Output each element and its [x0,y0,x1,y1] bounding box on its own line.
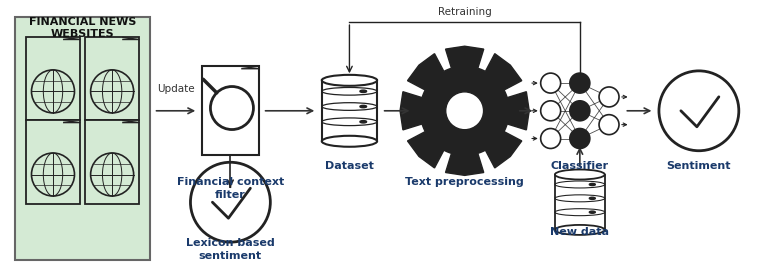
Ellipse shape [541,73,561,93]
Circle shape [360,90,366,93]
Ellipse shape [541,129,561,148]
Text: Retraining: Retraining [438,7,492,17]
Ellipse shape [599,115,619,135]
Bar [201,66,260,155]
Text: Financial context
filter: Financial context filter [177,177,284,200]
Ellipse shape [322,75,377,86]
Circle shape [589,197,595,199]
Circle shape [589,211,595,213]
Text: FINANCIAL NEWS
WEBSITES: FINANCIAL NEWS WEBSITES [29,17,136,39]
Ellipse shape [322,136,377,147]
Ellipse shape [554,225,605,235]
Text: New data: New data [551,227,609,237]
Circle shape [360,120,366,123]
Bar [85,37,139,120]
Ellipse shape [541,101,561,121]
FancyBboxPatch shape [15,17,150,260]
Bar [85,120,139,204]
Text: Lexicon based
sentiment: Lexicon based sentiment [186,238,275,261]
Text: Dataset: Dataset [325,161,374,171]
Bar [26,120,80,204]
Ellipse shape [570,73,590,93]
Bar [26,37,80,120]
Ellipse shape [570,129,590,148]
Text: Text preprocessing: Text preprocessing [406,177,524,187]
Text: Update: Update [157,84,194,94]
Circle shape [360,105,366,108]
Circle shape [589,183,595,186]
Text: Sentiment: Sentiment [667,161,731,171]
Polygon shape [400,46,529,175]
Text: Classifier: Classifier [551,161,609,171]
Bar [554,175,605,230]
Bar [322,80,377,141]
Ellipse shape [599,87,619,107]
Ellipse shape [445,92,484,130]
Ellipse shape [570,101,590,121]
Ellipse shape [554,170,605,179]
